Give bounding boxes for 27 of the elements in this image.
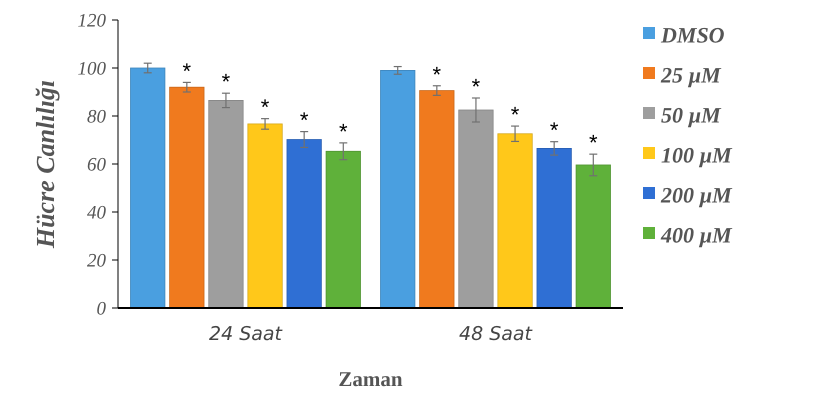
x-tick-label: 24 Saat: [208, 323, 284, 345]
annotation: *: [260, 94, 270, 120]
annotation: *: [550, 118, 559, 143]
y-tick-label: 80: [87, 106, 106, 128]
x-axis-title: Zaman: [338, 367, 403, 391]
annotation: *: [472, 74, 481, 99]
annotation: *: [432, 62, 442, 87]
legend-label: 100 µM: [661, 142, 734, 168]
y-tick-label: 40: [87, 202, 106, 224]
x-tick-label: 48 Saat: [458, 323, 534, 345]
y-axis-title: Hücre Canlılığı: [31, 80, 60, 250]
y-tick-label: 60: [87, 154, 106, 176]
legend-label: 200 µM: [660, 182, 734, 208]
legend-label: 25 µM: [660, 62, 722, 88]
annotation: *: [300, 108, 309, 133]
legend-label: 50 µM: [661, 102, 722, 128]
y-tick-label: 120: [78, 10, 106, 32]
annotation: *: [182, 58, 192, 84]
annotation: *: [589, 130, 598, 156]
y-tick-label: 20: [87, 250, 106, 272]
legend-label: DMSO: [660, 22, 725, 48]
annotation: *: [510, 102, 520, 128]
legend-label: 400 µM: [660, 222, 734, 248]
y-tick-label: 0: [96, 298, 106, 320]
y-tick-label: 100: [78, 58, 106, 80]
annotation: *: [222, 69, 231, 94]
annotation: *: [339, 118, 348, 144]
